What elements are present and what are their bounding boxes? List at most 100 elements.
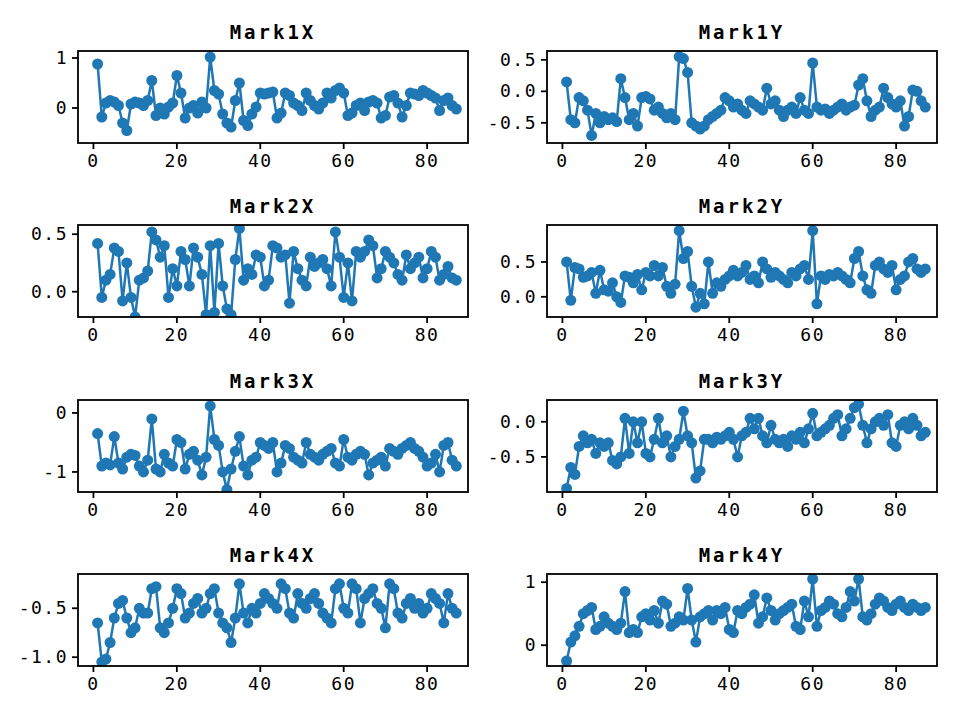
x-tick-label: 60 xyxy=(800,324,825,345)
data-point xyxy=(176,437,187,448)
data-point xyxy=(632,121,643,132)
data-point xyxy=(451,608,462,619)
data-point xyxy=(267,87,278,98)
data-point xyxy=(263,275,274,286)
data-point xyxy=(92,428,103,439)
data-point xyxy=(907,253,918,264)
subplot-title: Mark1X xyxy=(230,21,317,43)
data-point xyxy=(380,461,391,472)
data-point xyxy=(117,464,128,475)
data-point xyxy=(184,280,195,291)
data-point xyxy=(628,108,639,119)
data-point xyxy=(242,120,253,131)
data-point xyxy=(397,613,408,624)
data-point xyxy=(649,605,660,616)
data-point xyxy=(811,298,822,309)
y-tick-label: -1 xyxy=(43,461,68,482)
data-point xyxy=(561,76,572,87)
data-point xyxy=(434,105,445,116)
data-point xyxy=(845,413,856,424)
data-point xyxy=(226,464,237,475)
x-tick-label: 60 xyxy=(331,673,356,694)
data-point xyxy=(686,281,697,292)
x-tick-label: 40 xyxy=(717,324,742,345)
x-tick-label: 40 xyxy=(248,324,273,345)
data-point xyxy=(113,246,124,257)
data-point xyxy=(682,583,693,594)
data-point xyxy=(695,465,706,476)
data-point xyxy=(878,83,889,94)
data-point xyxy=(221,622,232,633)
data-point xyxy=(624,448,635,459)
data-point xyxy=(443,261,454,272)
data-point xyxy=(380,110,391,121)
data-point xyxy=(586,602,597,613)
x-tick-label: 40 xyxy=(248,499,273,520)
data-point xyxy=(703,256,714,267)
data-point xyxy=(845,277,856,288)
data-point xyxy=(615,618,626,629)
data-point xyxy=(891,441,902,452)
data-point xyxy=(728,627,739,638)
data-point xyxy=(230,446,241,457)
data-point xyxy=(565,295,576,306)
data-point xyxy=(251,102,262,113)
x-tick-label: 40 xyxy=(248,150,273,171)
data-point xyxy=(438,617,449,628)
x-tick-label: 80 xyxy=(415,324,440,345)
data-point xyxy=(167,461,178,472)
data-point xyxy=(866,288,877,299)
data-point xyxy=(267,437,278,448)
data-point xyxy=(895,95,906,106)
data-point xyxy=(786,599,797,610)
y-tick-label: 0 xyxy=(56,402,68,423)
data-point xyxy=(686,437,697,448)
data-point xyxy=(603,437,614,448)
data-point xyxy=(180,464,191,475)
data-point xyxy=(632,627,643,638)
data-point xyxy=(920,427,931,438)
x-tick-label: 0 xyxy=(556,150,568,171)
data-point xyxy=(569,469,580,480)
data-point xyxy=(180,113,191,124)
data-point xyxy=(569,630,580,641)
data-point xyxy=(180,254,191,265)
data-point xyxy=(280,583,291,594)
data-point xyxy=(288,613,299,624)
data-point xyxy=(849,100,860,111)
data-point xyxy=(301,280,312,291)
data-point xyxy=(205,52,216,63)
data-point xyxy=(230,254,241,265)
data-point xyxy=(661,599,672,610)
data-point xyxy=(96,292,107,303)
data-point xyxy=(434,598,445,609)
data-point xyxy=(326,443,337,454)
data-point xyxy=(388,583,399,594)
data-point xyxy=(690,637,701,648)
data-point xyxy=(653,618,664,629)
data-point xyxy=(213,89,224,100)
x-tick-label: 80 xyxy=(884,499,909,520)
data-point xyxy=(242,617,253,628)
data-point xyxy=(284,298,295,309)
data-point xyxy=(920,263,931,274)
x-tick-label: 80 xyxy=(884,324,909,345)
data-point xyxy=(878,420,889,431)
data-point xyxy=(146,413,157,424)
data-point xyxy=(782,441,793,452)
data-point xyxy=(636,284,647,295)
data-point xyxy=(832,409,843,420)
data-point xyxy=(338,88,349,99)
x-tick-label: 40 xyxy=(717,673,742,694)
data-point xyxy=(595,265,606,276)
data-point xyxy=(861,437,872,448)
data-point xyxy=(159,240,170,251)
data-point xyxy=(422,263,433,274)
data-point xyxy=(163,292,174,303)
data-point xyxy=(670,279,681,290)
y-tick-label: 0 xyxy=(56,97,68,118)
data-point xyxy=(866,608,877,619)
data-point xyxy=(342,608,353,619)
data-point xyxy=(720,602,731,613)
subplot-title: Mark3X xyxy=(230,370,317,392)
